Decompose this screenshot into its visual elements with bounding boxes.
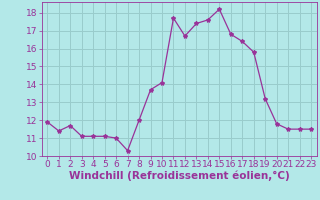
X-axis label: Windchill (Refroidissement éolien,°C): Windchill (Refroidissement éolien,°C): [69, 171, 290, 181]
